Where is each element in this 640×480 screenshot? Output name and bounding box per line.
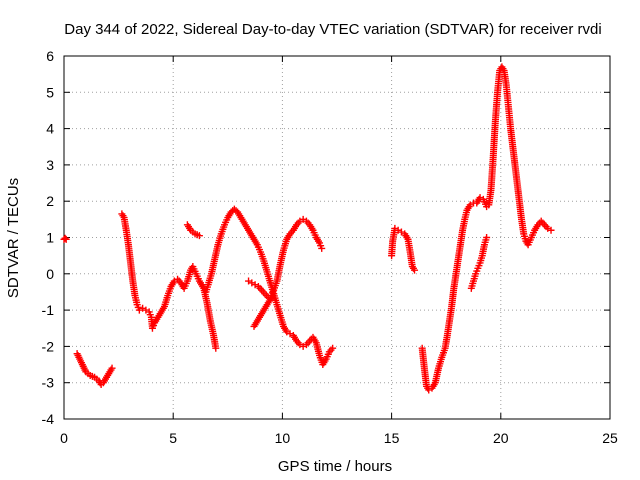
x-tick-label: 20: [493, 430, 509, 446]
data-point-arc-5: [329, 344, 337, 352]
y-tick-label: 0: [46, 266, 54, 282]
y-tick-label: -2: [42, 338, 55, 354]
x-tick-label: 10: [275, 430, 291, 446]
y-tick-label: -1: [42, 302, 55, 318]
x-tick-label: 15: [384, 430, 400, 446]
axis-ticks: 0 5 10 15 20 25 -4 -3 -2 -1 0 1 2 3 4 5 6: [42, 48, 618, 446]
y-tick-label: 4: [46, 121, 54, 137]
data-point-arc-9: [547, 226, 555, 234]
y-tick-label: -4: [42, 411, 55, 427]
y-tick-label: 3: [46, 157, 54, 173]
x-tick-label: 5: [169, 430, 177, 446]
y-tick-label: 1: [46, 230, 54, 246]
data-point-arc-7: [270, 290, 278, 298]
data-point-arc-10: [483, 234, 491, 241]
x-tick-label: 0: [60, 430, 68, 446]
data-point-arc-6: [318, 244, 326, 252]
data-point-arc-1: [61, 234, 69, 242]
grid: [64, 56, 610, 419]
y-tick-label: 6: [46, 48, 54, 64]
x-tick-label: 25: [602, 430, 618, 446]
data-point-arc-2: [108, 364, 116, 372]
data-point-arc-1: [62, 235, 70, 243]
y-tick-label: 5: [46, 84, 54, 100]
chart-title: Day 344 of 2022, Sidereal Day-to-day VTE…: [64, 21, 601, 38]
data-point-arc-3: [212, 344, 220, 352]
y-tick-label: -3: [42, 375, 55, 391]
x-axis-label: GPS time / hours: [278, 458, 392, 475]
y-tick-label: 2: [46, 193, 54, 209]
data-point-arc-8: [411, 266, 419, 274]
data-point-arc-4: [195, 232, 203, 240]
y-axis-label: SDTVAR / TECUs: [5, 178, 22, 298]
data-marks: [60, 63, 555, 394]
